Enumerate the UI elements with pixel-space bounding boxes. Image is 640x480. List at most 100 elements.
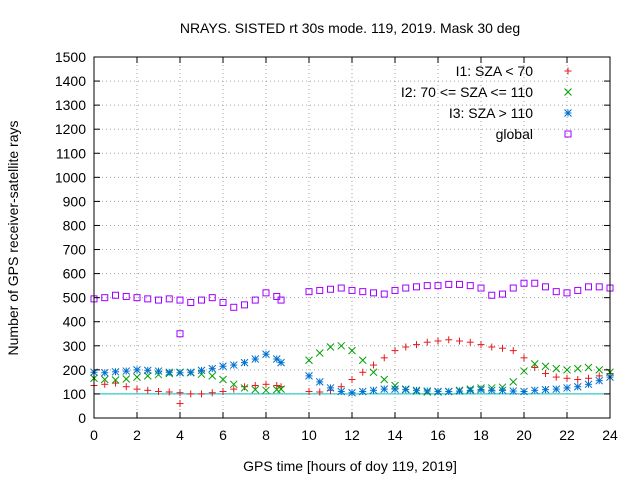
data-point — [208, 364, 217, 373]
data-point — [327, 285, 334, 293]
data-point — [391, 385, 399, 393]
data-point — [413, 283, 420, 291]
data-point — [369, 386, 378, 395]
data-point — [542, 369, 549, 377]
data-point — [219, 298, 227, 306]
data-point — [509, 347, 517, 355]
data-point — [445, 280, 453, 288]
y-tick-label: 1300 — [55, 97, 86, 113]
data-point — [251, 355, 260, 363]
data-point — [488, 291, 496, 299]
data-point — [262, 289, 270, 297]
data-point — [552, 385, 561, 393]
data-point — [477, 284, 485, 292]
data-point — [187, 390, 195, 398]
data-point — [111, 376, 120, 384]
data-point — [530, 359, 539, 368]
data-point — [434, 282, 442, 290]
data-point — [273, 382, 281, 390]
data-point — [391, 381, 399, 390]
y-tick-label: 0 — [78, 410, 86, 426]
data-point — [574, 375, 582, 383]
data-point — [541, 362, 550, 371]
data-point — [520, 387, 528, 396]
data-point — [370, 289, 377, 297]
data-point — [595, 283, 603, 291]
data-point — [348, 388, 356, 397]
data-point — [230, 385, 238, 393]
data-point — [262, 386, 270, 395]
data-point — [305, 372, 313, 380]
ticks: 0 2 4 6 8 10 12 14 16 18 20 22 240100200300400500600… — [55, 49, 618, 443]
data-point — [143, 372, 152, 380]
data-point — [391, 347, 399, 355]
data-point — [477, 385, 485, 394]
x-tick-label: 8 — [262, 427, 270, 443]
data-point — [487, 386, 496, 395]
data-point — [358, 387, 367, 396]
data-point — [585, 283, 592, 291]
x-tick-label: 20 — [516, 427, 532, 443]
y-tick-label: 100 — [63, 386, 87, 402]
data-point — [584, 380, 593, 389]
data-point — [444, 387, 453, 396]
y-tick-label: 700 — [63, 242, 87, 258]
data-point — [423, 282, 431, 290]
data-point — [585, 374, 592, 382]
data-point — [133, 294, 141, 302]
y-tick-label: 1100 — [56, 145, 86, 161]
data-point — [380, 290, 388, 298]
data-point — [563, 366, 571, 374]
data-point — [563, 384, 571, 392]
x-tick-label: 22 — [559, 427, 575, 443]
data-point — [456, 337, 463, 345]
data-point — [197, 370, 206, 379]
data-point — [456, 280, 463, 288]
data-point — [509, 284, 517, 292]
data-point — [595, 366, 604, 374]
data-point — [251, 385, 260, 394]
legend-marker — [564, 67, 572, 75]
data-point — [143, 366, 152, 375]
data-point — [315, 378, 324, 386]
data-point — [509, 387, 518, 395]
data-point — [155, 296, 162, 304]
y-tick-label: 200 — [63, 362, 87, 378]
data-point — [154, 370, 163, 379]
data-point — [337, 387, 346, 396]
data-point — [498, 386, 507, 395]
x-tick-label: 16 — [430, 427, 446, 443]
data-point — [240, 384, 249, 392]
data-point — [133, 366, 141, 374]
x-tick-label: 12 — [344, 427, 360, 443]
y-tick-label: 500 — [63, 290, 87, 306]
data-point — [466, 386, 475, 395]
data-point — [542, 283, 549, 291]
data-point — [198, 390, 205, 398]
data-point — [187, 298, 195, 306]
legend-label: global — [496, 126, 533, 142]
data-point — [305, 388, 313, 396]
data-point — [466, 282, 474, 290]
data-point — [531, 363, 539, 371]
data-point — [154, 367, 163, 375]
legend-label: I2: 70 <= SZA <= 110 — [401, 84, 533, 100]
data-point — [112, 291, 119, 299]
y-axis-title: Number of GPS receiver-satellite rays — [5, 121, 21, 356]
y-tick-label: 900 — [63, 193, 87, 209]
data-point — [101, 294, 109, 302]
data-point — [315, 349, 324, 357]
legend-marker — [564, 130, 572, 138]
data-point — [401, 385, 410, 394]
data-point — [337, 341, 346, 350]
data-point — [251, 382, 259, 390]
data-point — [445, 336, 453, 344]
data-point — [455, 387, 464, 395]
data-point — [530, 386, 539, 395]
y-tick-label: 400 — [63, 314, 87, 330]
data-point — [584, 363, 593, 372]
legend-marker — [564, 109, 572, 117]
data-point — [359, 368, 367, 376]
